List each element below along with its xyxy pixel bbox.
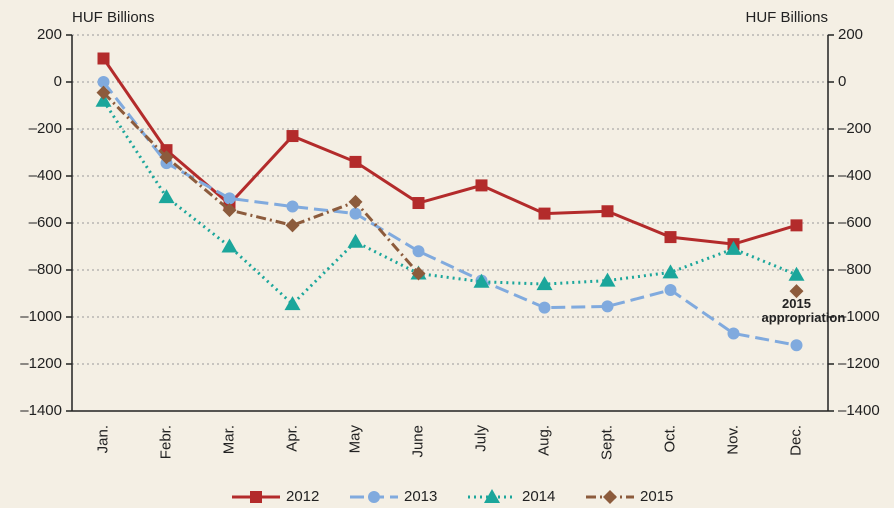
marker <box>348 194 363 209</box>
x-tick-label: June <box>409 425 426 458</box>
x-tick-label: Jan. <box>94 425 111 453</box>
marker <box>286 200 299 213</box>
y2-tick-label: –200 <box>838 120 871 137</box>
y2-tick-label: –600 <box>838 214 871 231</box>
y-tick-label: –1400 <box>20 402 62 419</box>
marker <box>662 264 679 279</box>
marker <box>727 327 740 340</box>
marker <box>349 207 362 220</box>
y-tick-label: –600 <box>29 214 62 231</box>
marker <box>285 218 300 233</box>
x-tick-label: July <box>472 425 489 452</box>
legend-marker <box>484 489 500 503</box>
x-tick-label: May <box>346 425 363 454</box>
y2-tick-label: –1000 <box>838 308 880 325</box>
marker <box>95 92 112 107</box>
marker <box>475 179 488 192</box>
legend-item: 2014 <box>468 488 555 505</box>
y-tick-label: 200 <box>37 26 62 43</box>
marker <box>412 197 425 210</box>
marker <box>97 52 110 65</box>
y2-tick-label: –800 <box>838 261 871 278</box>
marker <box>158 189 175 204</box>
marker <box>286 130 299 143</box>
y2-tick-label: –1200 <box>838 355 880 372</box>
marker <box>347 233 364 248</box>
y-tick-label: –1200 <box>20 355 62 372</box>
x-tick-label: Mar. <box>220 425 237 454</box>
legend-label: 2013 <box>404 488 437 505</box>
y-tick-label: 0 <box>54 73 62 90</box>
marker <box>473 273 490 288</box>
annotation: 2015 appropriation <box>761 297 846 326</box>
series-line <box>102 81 797 347</box>
y-tick-label: –1000 <box>20 308 62 325</box>
x-tick-label: Febr. <box>157 425 174 459</box>
legend-item: 2012 <box>232 488 319 505</box>
marker <box>599 272 616 287</box>
x-tick-label: Dec. <box>787 425 804 456</box>
legend-marker <box>250 491 262 503</box>
marker <box>664 283 677 296</box>
y-tick-label: –200 <box>29 120 62 137</box>
y2-tick-label: 200 <box>838 26 863 43</box>
series-line <box>102 99 798 307</box>
marker <box>411 266 426 281</box>
legend-item: 2013 <box>350 488 437 505</box>
y2-tick-label: –1400 <box>838 402 880 419</box>
marker <box>664 231 677 244</box>
marker <box>284 296 301 311</box>
marker <box>536 276 553 291</box>
marker <box>601 300 614 313</box>
legend-marker <box>368 491 380 503</box>
y-axis-label: HUF Billions <box>72 9 155 26</box>
legend-marker <box>603 490 617 504</box>
legend-label: 2015 <box>640 488 673 505</box>
marker <box>222 203 237 218</box>
legend-item: 2015 <box>586 488 673 505</box>
y2-axis-label: HUF Billions <box>745 9 828 26</box>
marker <box>221 238 238 253</box>
marker <box>789 284 804 299</box>
x-tick-label: Oct. <box>661 425 678 453</box>
marker <box>538 301 551 314</box>
marker <box>159 150 174 165</box>
series-line <box>102 57 797 246</box>
y-tick-label: –400 <box>29 167 62 184</box>
marker <box>96 85 111 100</box>
y2-tick-label: 0 <box>838 73 846 90</box>
marker <box>725 240 742 255</box>
marker <box>538 207 551 220</box>
marker <box>601 205 614 218</box>
x-tick-label: Aug. <box>535 425 552 456</box>
marker <box>790 219 803 232</box>
marker <box>412 245 425 258</box>
y-tick-label: –800 <box>29 261 62 278</box>
legend-label: 2014 <box>522 488 555 505</box>
marker <box>788 266 805 281</box>
marker <box>349 155 362 168</box>
marker <box>97 76 110 88</box>
y2-tick-label: –400 <box>838 167 871 184</box>
x-tick-label: Apr. <box>283 425 300 452</box>
x-tick-label: Nov. <box>724 425 741 455</box>
x-tick-label: Sept. <box>598 425 615 460</box>
marker <box>790 339 803 352</box>
marker <box>223 192 236 205</box>
annotation-box: 2015 appropriation <box>761 297 846 326</box>
legend-label: 2012 <box>286 488 319 505</box>
